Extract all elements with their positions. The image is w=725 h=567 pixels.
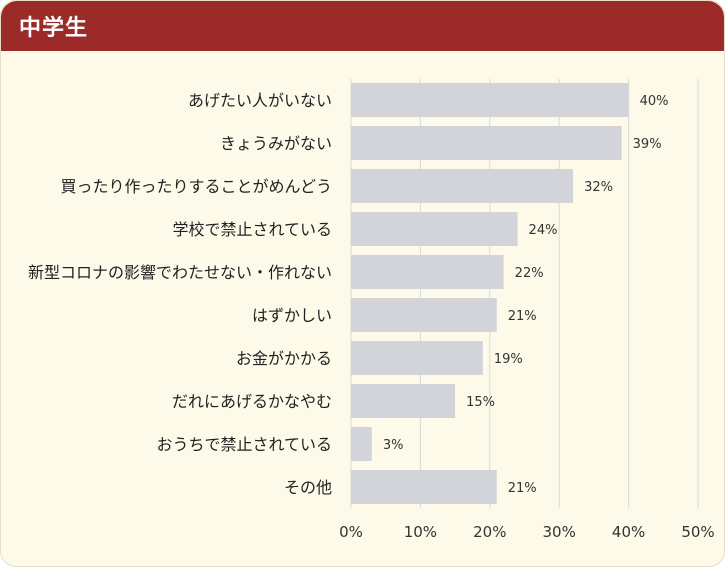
category-label: はずかしい (252, 306, 332, 325)
bar (351, 126, 622, 160)
value-label: 32% (584, 180, 613, 195)
value-label: 15% (466, 395, 495, 410)
chart-title: 中学生 (19, 16, 89, 41)
category-label: お金がかかる (236, 349, 332, 368)
bar (351, 169, 574, 203)
bar (351, 255, 504, 289)
x-tick-label: 50% (681, 523, 714, 541)
x-tick-label: 40% (612, 523, 645, 541)
x-tick-label: 20% (473, 523, 506, 541)
bar (351, 298, 497, 332)
value-label: 40% (640, 94, 669, 109)
x-tick-label: 30% (543, 523, 576, 541)
value-label: 24% (529, 223, 558, 238)
bar (351, 470, 497, 504)
bar (351, 384, 456, 418)
category-label: だれにあげるかなやむ (172, 392, 332, 411)
category-label: 新型コロナの影響でわたせない・作れない (28, 263, 332, 282)
bar (351, 212, 518, 246)
category-label: おうちで禁止されている (156, 435, 332, 454)
value-label: 19% (494, 352, 523, 367)
value-label: 21% (508, 481, 537, 496)
bar (351, 83, 629, 117)
category-label: あげたい人がいない (188, 91, 332, 110)
x-tick-label: 0% (339, 523, 363, 541)
value-label: 3% (383, 438, 404, 453)
category-label: その他 (284, 478, 332, 497)
value-label: 22% (515, 266, 544, 281)
category-label: きょうみがない (220, 134, 332, 153)
category-label: 買ったり作ったりすることがめんどう (60, 177, 332, 196)
bar (351, 341, 483, 375)
chart-header: 中学生 (1, 1, 724, 51)
value-label: 39% (633, 137, 662, 152)
bar (351, 427, 372, 461)
category-label: 学校で禁止されている (172, 220, 332, 239)
x-tick-label: 10% (404, 523, 437, 541)
value-label: 21% (508, 309, 537, 324)
